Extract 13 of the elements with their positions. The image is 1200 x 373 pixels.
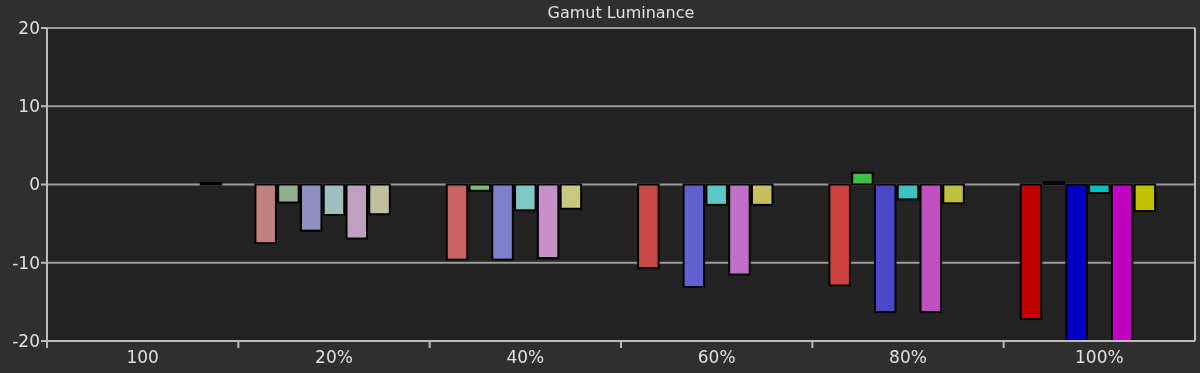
x-tick-label: 80% <box>889 347 927 367</box>
y-tick-label: 10 <box>18 96 40 117</box>
x-tick-label: 100% <box>1075 347 1124 367</box>
y-tick-label: -20 <box>12 330 40 351</box>
bar <box>637 183 660 270</box>
x-tick-label: 40% <box>506 347 545 367</box>
x-tick-label: 100 <box>126 347 159 367</box>
y-tick-label: 20 <box>18 17 40 38</box>
x-tick-label: 60% <box>697 347 736 367</box>
y-tick-label: -10 <box>12 252 40 273</box>
x-tick-label: 20% <box>315 347 353 367</box>
chart-title: Gamut Luminance <box>547 3 695 22</box>
y-tick-label: 0 <box>29 174 40 195</box>
